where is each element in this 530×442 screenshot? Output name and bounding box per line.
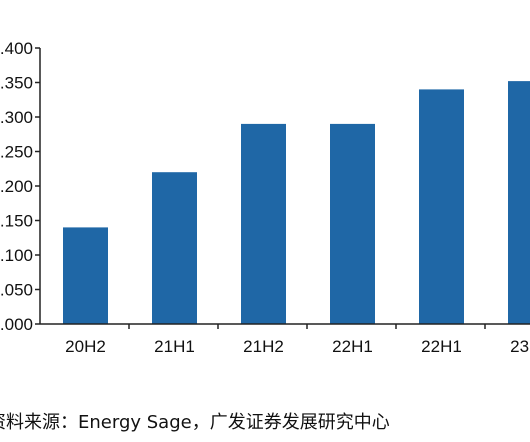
y-tick-label: 2.400 <box>0 39 33 58</box>
source-note: 资料来源：Energy Sage，广发证券发展研究中心 <box>0 412 390 433</box>
x-tick-label: 20H2 <box>65 337 106 356</box>
x-axis-labels: 20H2 21H1 21H2 22H1 22H1 23H1 <box>65 324 530 356</box>
y-tick-label: 2.050 <box>0 281 33 300</box>
x-tick-label: 22H1 <box>332 337 373 356</box>
x-tick-label: 21H1 <box>154 337 195 356</box>
bars <box>63 81 530 325</box>
y-axis-ticks: 2.400 2.350 2.300 2.250 2.200 2.150 2.100 2.050… <box>0 39 40 334</box>
x-tick-label: 21H2 <box>243 337 284 356</box>
bar <box>241 123 286 325</box>
y-tick-label: 2.350 <box>0 74 33 93</box>
x-tick-label: 22H1 <box>421 337 462 356</box>
bar <box>330 123 375 325</box>
bar <box>419 89 464 325</box>
y-tick-label: 2.200 <box>0 177 33 196</box>
bar <box>508 81 530 325</box>
x-tick-label: 23H1 <box>510 337 530 356</box>
bar <box>152 172 197 324</box>
y-tick-label: 2.300 <box>0 108 33 127</box>
bar <box>63 227 108 324</box>
y-tick-label: 2.250 <box>0 143 33 162</box>
y-tick-label: 2.000 <box>0 315 33 334</box>
y-tick-label: 2.100 <box>0 246 33 265</box>
y-tick-label: 2.150 <box>0 212 33 231</box>
